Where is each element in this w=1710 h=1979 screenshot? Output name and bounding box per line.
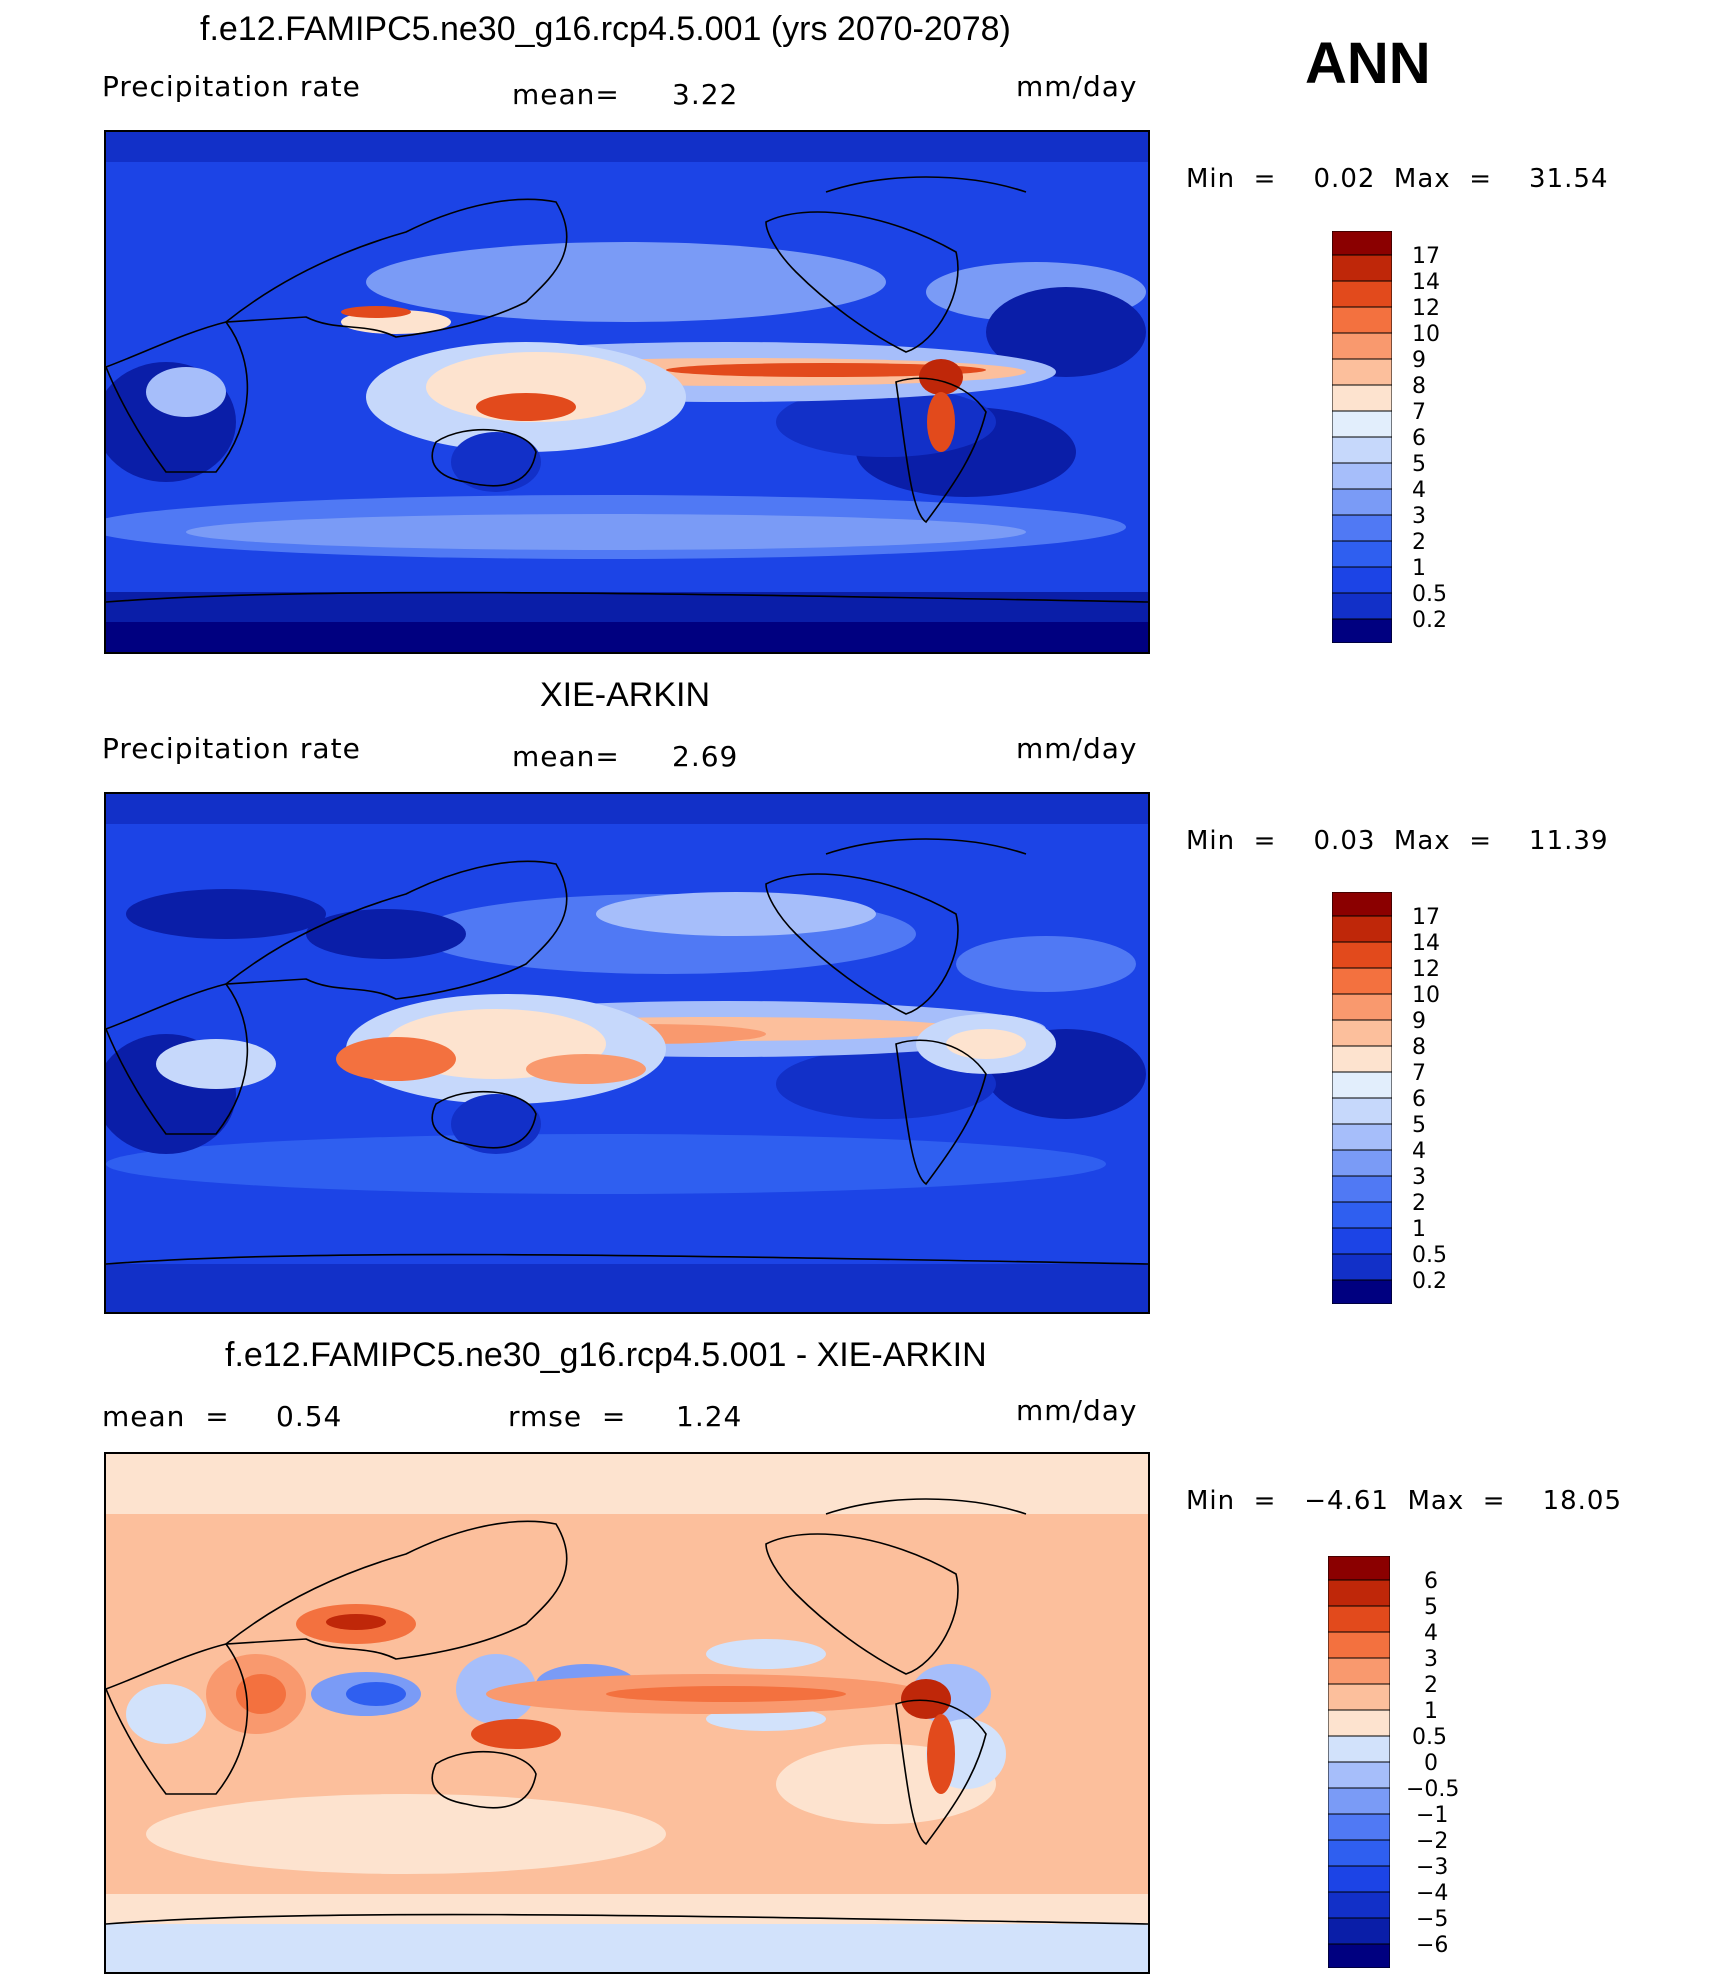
colorbar-tick-label: 1 — [1424, 1699, 1438, 1724]
colorbar-tick-label: 8 — [1412, 1035, 1426, 1060]
colorbar-tick-label: 0.2 — [1412, 1269, 1447, 1294]
panel1-map — [104, 130, 1150, 654]
panel2-variable: Precipitation rate — [102, 732, 361, 765]
panel1-title: f.e12.FAMIPC5.ne30_g16.rcp4.5.001 (yrs 2… — [200, 10, 1011, 48]
colorbar-tick-label: 7 — [1412, 1061, 1426, 1086]
colorbar-tick-label: 3 — [1424, 1647, 1438, 1672]
panel1-colorbar — [1332, 231, 1392, 643]
colorbar-tick-label: 9 — [1412, 1009, 1426, 1034]
colorbar-tick-label: 0.5 — [1412, 1725, 1447, 1750]
panel2-mean-label: mean= — [512, 740, 620, 773]
colorbar-tick-label: 0.5 — [1412, 582, 1447, 607]
colorbar-tick-label: 7 — [1412, 400, 1426, 425]
colorbar-tick-label: −2 — [1416, 1829, 1449, 1854]
colorbar-tick-label: 5 — [1424, 1595, 1438, 1620]
colorbar-tick-label: 2 — [1412, 1191, 1426, 1216]
colorbar-tick-label: 0.2 — [1412, 608, 1447, 633]
panel2-minmax: Min = 0.03 Max = 11.39 — [1186, 826, 1609, 856]
colorbar-tick-label: 3 — [1412, 1165, 1426, 1190]
panel3-mean-value: 0.54 — [276, 1400, 343, 1433]
colorbar-tick-label: 12 — [1412, 957, 1440, 982]
panel1-minmax: Min = 0.02 Max = 31.54 — [1186, 164, 1609, 194]
colorbar-tick-label: 10 — [1412, 322, 1440, 347]
colorbar-tick-label: 17 — [1412, 244, 1440, 269]
colorbar-tick-label: 6 — [1412, 426, 1426, 451]
colorbar-tick-label: 9 — [1412, 348, 1426, 373]
panel1-units: mm/day — [1016, 70, 1138, 103]
panel3-mean-label: mean = — [102, 1400, 230, 1433]
colorbar-tick-label: −6 — [1416, 1933, 1449, 1958]
panel3-rmse-label: rmse = — [508, 1400, 627, 1433]
panel3-rmse-value: 1.24 — [676, 1400, 743, 1433]
colorbar-tick-label: −5 — [1416, 1907, 1449, 1932]
panel1-variable: Precipitation rate — [102, 70, 361, 103]
colorbar-tick-label: 17 — [1412, 905, 1440, 930]
panel3-units: mm/day — [1016, 1394, 1138, 1427]
colorbar-tick-label: −4 — [1416, 1881, 1449, 1906]
colorbar-tick-label: 2 — [1412, 530, 1426, 555]
panel3-minmax: Min = −4.61 Max = 18.05 — [1186, 1486, 1623, 1516]
colorbar-tick-label: 4 — [1412, 1139, 1426, 1164]
colorbar-tick-label: 5 — [1412, 1113, 1426, 1138]
colorbar-tick-label: 10 — [1412, 983, 1440, 1008]
colorbar-tick-label: 12 — [1412, 296, 1440, 321]
colorbar-tick-label: 1 — [1412, 556, 1426, 581]
panel3-title: f.e12.FAMIPC5.ne30_g16.rcp4.5.001 - XIE-… — [225, 1336, 987, 1374]
colorbar-tick-label: 2 — [1424, 1673, 1438, 1698]
colorbar-tick-label: 6 — [1412, 1087, 1426, 1112]
panel2-title: XIE-ARKIN — [540, 676, 711, 714]
panel2-colorbar — [1332, 892, 1392, 1304]
panel3-colorbar — [1328, 1556, 1390, 1968]
panel1-mean-value: 3.22 — [672, 78, 739, 111]
colorbar-tick-label: −3 — [1416, 1855, 1449, 1880]
colorbar-tick-label: 14 — [1412, 270, 1440, 295]
colorbar-tick-label: 14 — [1412, 931, 1440, 956]
colorbar-tick-label: −1 — [1416, 1803, 1449, 1828]
panel2-units: mm/day — [1016, 732, 1138, 765]
colorbar-tick-label: 3 — [1412, 504, 1426, 529]
panel1-mean-label: mean= — [512, 78, 620, 111]
panel2-map — [104, 792, 1150, 1314]
season-label: ANN — [1305, 31, 1431, 96]
panel3-map — [104, 1452, 1150, 1974]
panel2-mean-value: 2.69 — [672, 740, 739, 773]
colorbar-tick-label: 1 — [1412, 1217, 1426, 1242]
colorbar-tick-label: 6 — [1424, 1569, 1438, 1594]
colorbar-tick-label: 5 — [1412, 452, 1426, 477]
colorbar-tick-label: 8 — [1412, 374, 1426, 399]
colorbar-tick-label: 0 — [1424, 1751, 1438, 1776]
colorbar-tick-label: −0.5 — [1406, 1777, 1460, 1802]
colorbar-tick-label: 4 — [1412, 478, 1426, 503]
colorbar-tick-label: 0.5 — [1412, 1243, 1447, 1268]
colorbar-tick-label: 4 — [1424, 1621, 1438, 1646]
